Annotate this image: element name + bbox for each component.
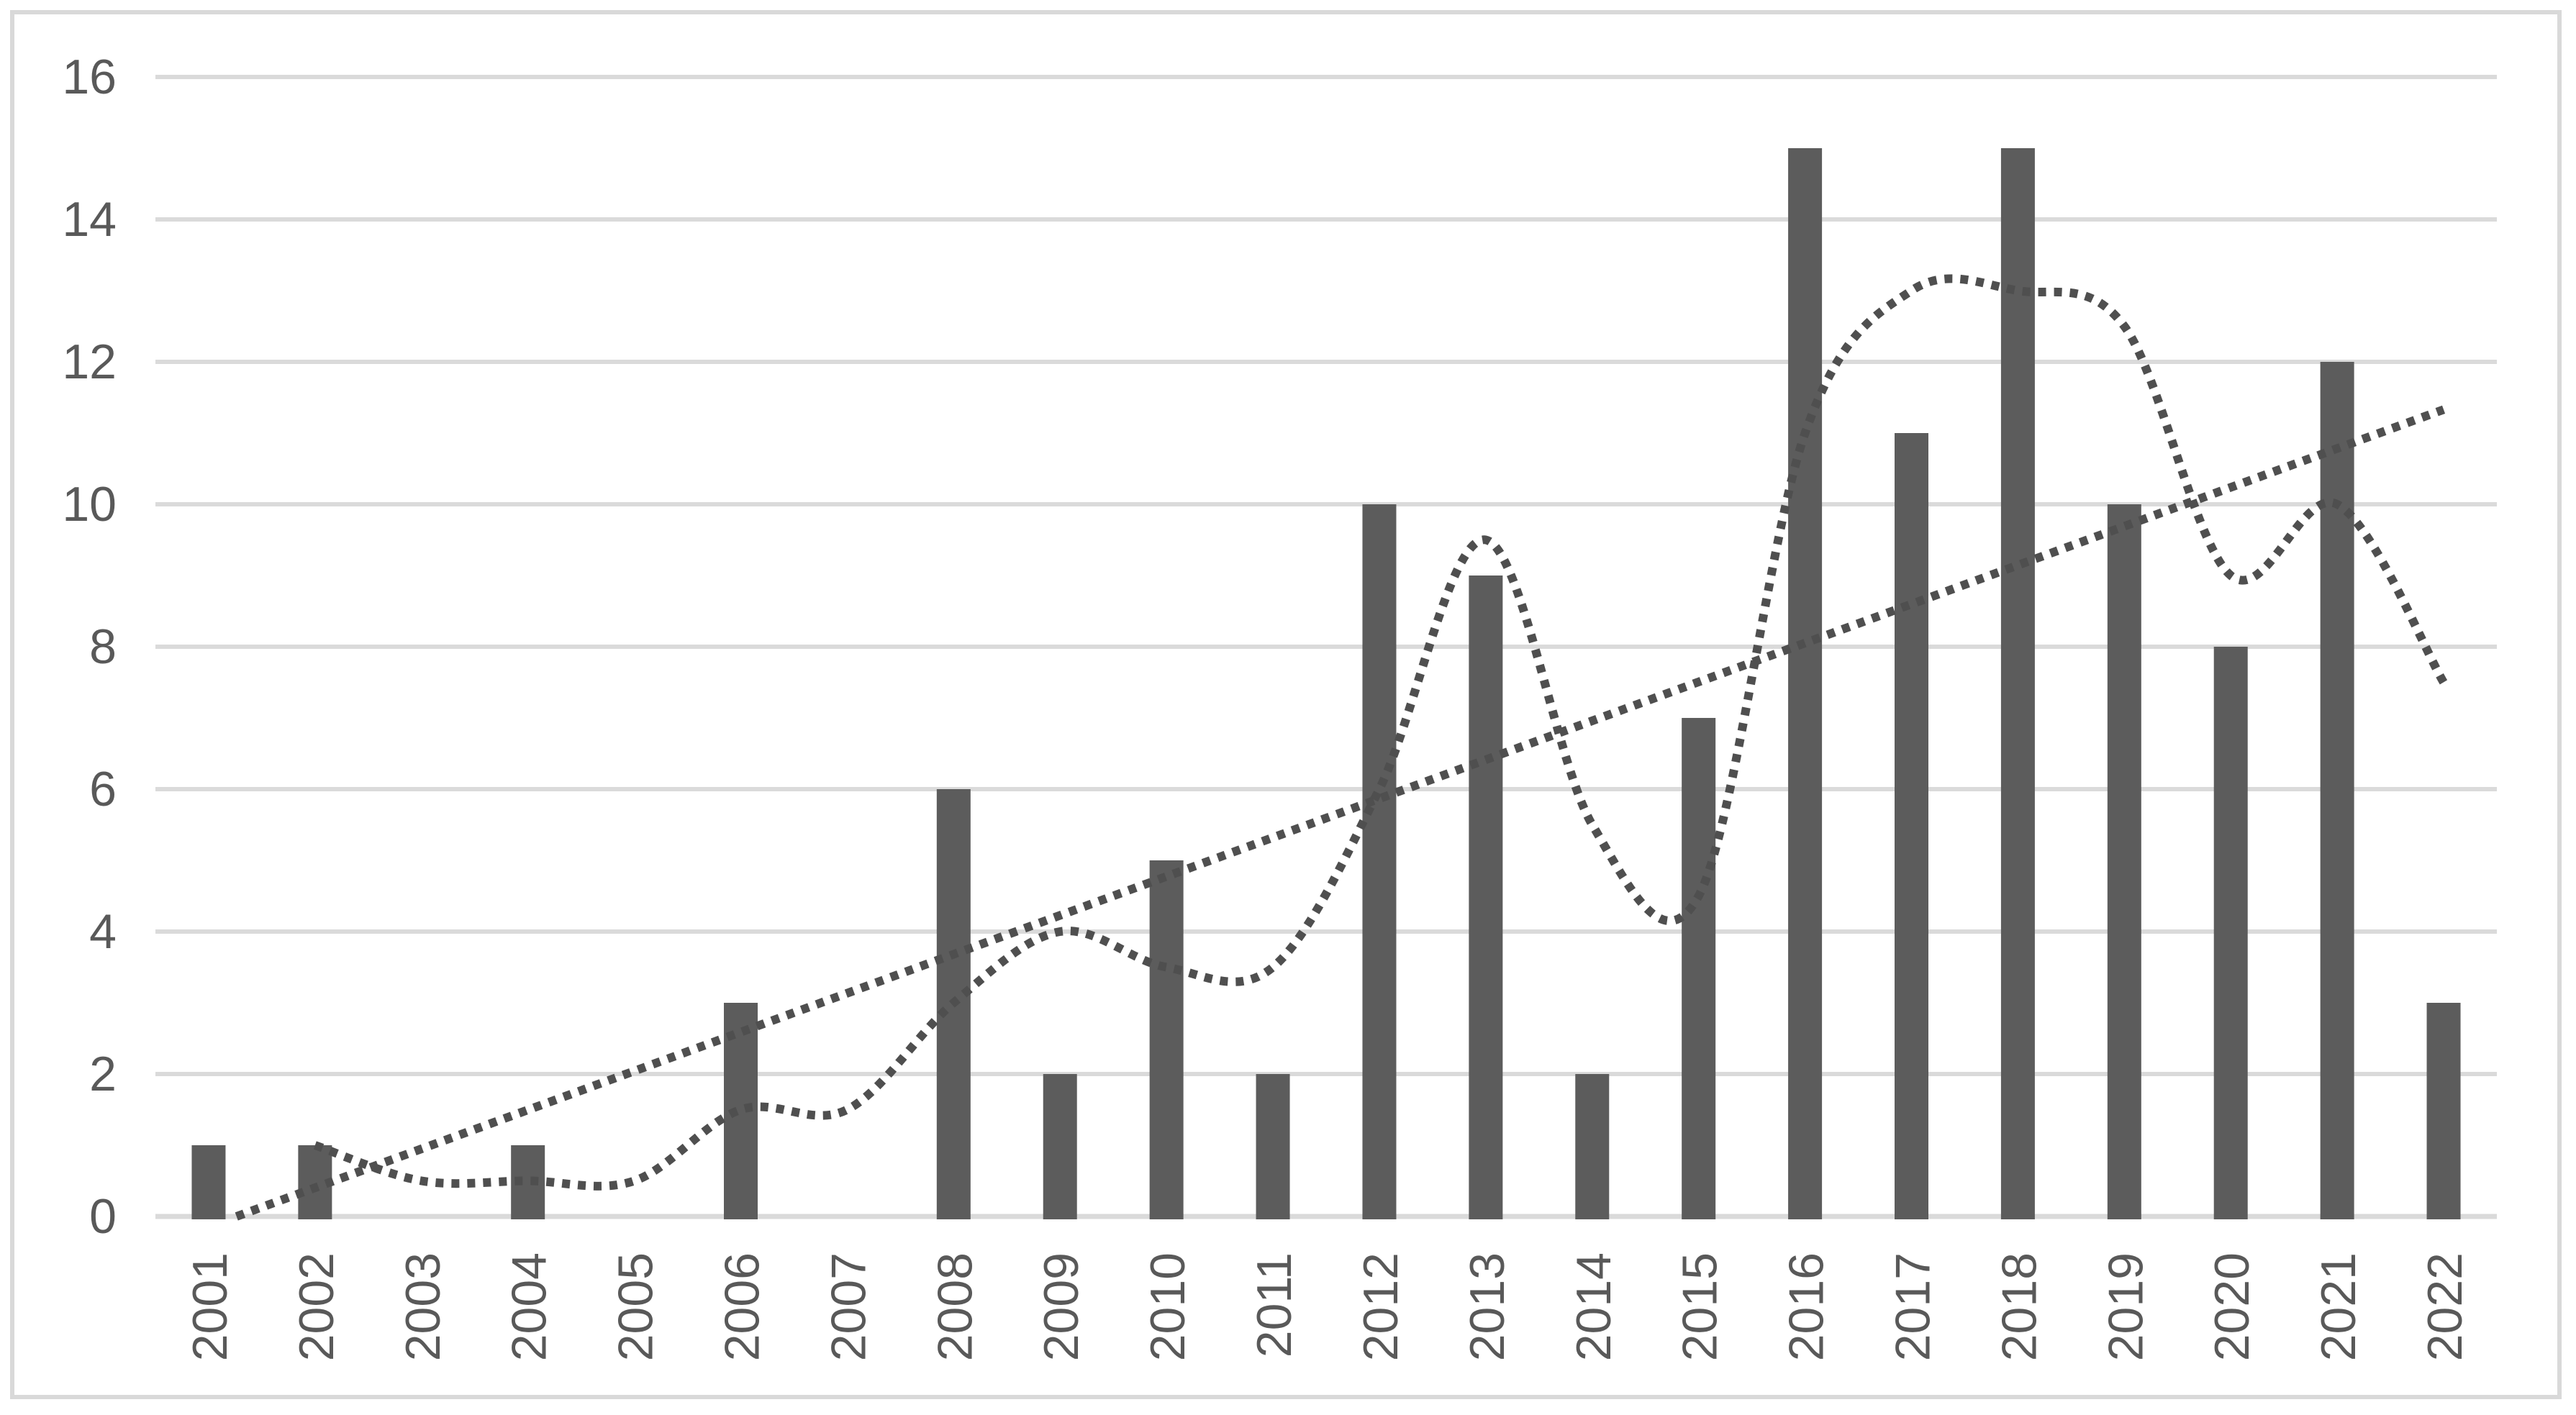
bar-2013 [1469, 575, 1503, 1219]
x-tick-label-2002: 2002 [289, 1252, 344, 1361]
x-tick-label-2011: 2011 [1247, 1252, 1302, 1357]
y-tick-label-12: 12 [62, 335, 117, 389]
bar-2010 [1149, 860, 1184, 1219]
x-tick-label-2020: 2020 [2205, 1252, 2259, 1361]
bar-2021 [2320, 362, 2354, 1219]
moving-average-line-dotted [313, 274, 2448, 1191]
x-tick-label-2019: 2019 [2098, 1252, 2153, 1361]
bar-2020 [2213, 647, 2248, 1219]
y-tick-label-14: 14 [62, 192, 117, 247]
bar-2019 [2107, 504, 2141, 1219]
y-tick-label-10: 10 [62, 477, 117, 532]
bar-2015 [1682, 718, 1716, 1219]
x-tick-label-2006: 2006 [715, 1252, 770, 1361]
bar-2018 [2000, 148, 2035, 1219]
x-tick-label-2005: 2005 [609, 1252, 663, 1361]
y-tick-label-8: 8 [89, 619, 117, 674]
x-tick-label-2004: 2004 [502, 1252, 557, 1361]
x-tick-label-2008: 2008 [928, 1252, 982, 1361]
x-tick-label-2007: 2007 [821, 1252, 876, 1361]
x-tick-label-2016: 2016 [1779, 1252, 1834, 1361]
x-tick-label-2009: 2009 [1034, 1252, 1089, 1361]
x-tick-label-2021: 2021 [2311, 1252, 2366, 1361]
x-tick-label-2012: 2012 [1353, 1252, 1408, 1361]
bar-2009 [1043, 1074, 1077, 1219]
y-tick-label-4: 4 [89, 904, 117, 959]
bar-2017 [1895, 433, 1928, 1219]
x-tick-label-2014: 2014 [1566, 1252, 1621, 1361]
bar-2012 [1362, 504, 1397, 1219]
x-tick-label-2018: 2018 [1992, 1252, 2046, 1361]
x-tick-label-2003: 2003 [396, 1252, 450, 1361]
bar-2016 [1788, 148, 1823, 1219]
x-tick-label-2022: 2022 [2418, 1252, 2472, 1361]
bar-2001 [191, 1145, 226, 1219]
x-tick-label-2017: 2017 [1886, 1252, 1941, 1361]
bar-2022 [2426, 1003, 2461, 1219]
y-tick-label-6: 6 [89, 762, 117, 816]
y-tick-label-2: 2 [89, 1047, 117, 1101]
linear-trendline-dotted [235, 405, 2446, 1221]
x-tick-label-2001: 2001 [183, 1252, 237, 1361]
bar-2011 [1256, 1074, 1290, 1219]
x-tick-label-2013: 2013 [1460, 1252, 1515, 1361]
x-tick-label-2015: 2015 [1673, 1252, 1728, 1361]
x-tick-label-2010: 2010 [1140, 1252, 1195, 1361]
bar-2014 [1575, 1074, 1610, 1219]
y-tick-label-0: 0 [89, 1189, 117, 1244]
y-tick-label-16: 16 [62, 50, 117, 104]
